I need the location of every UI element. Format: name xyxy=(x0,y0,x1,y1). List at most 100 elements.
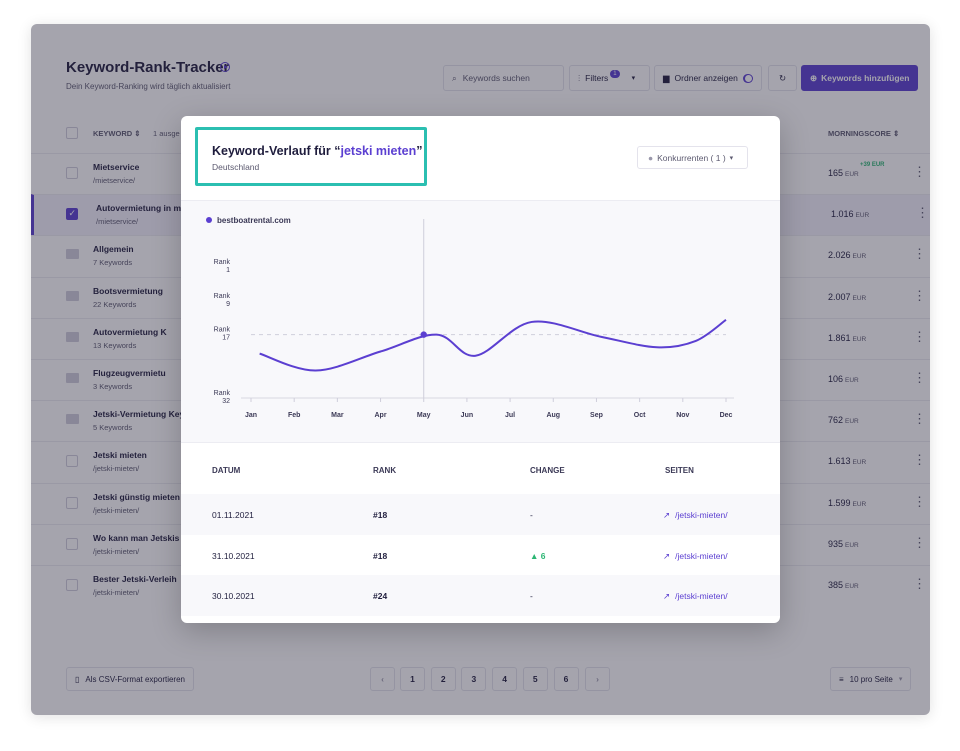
row-name[interactable]: Jetski günstig mieten xyxy=(93,491,180,502)
row-checkbox[interactable] xyxy=(66,167,78,179)
history-rank: #18 xyxy=(373,550,388,561)
series-line xyxy=(259,319,727,372)
page-button[interactable]: 1 xyxy=(400,667,425,691)
page-button[interactable]: 2 xyxy=(430,667,456,691)
pages-column-header: SEITEN xyxy=(665,466,694,475)
row-score-value: 1.016 xyxy=(831,209,854,220)
x-tick-label: Feb xyxy=(288,412,300,419)
toggle-switch[interactable] xyxy=(742,73,753,83)
chevron-down-icon: ▾ xyxy=(898,676,903,683)
row-name[interactable]: Jetski-Vermietung Key xyxy=(93,409,185,420)
export-csv-label: Als CSV-Format exportieren xyxy=(85,674,185,684)
page-button[interactable]: 6 xyxy=(553,667,579,691)
row-score: 106 EUR xyxy=(828,374,859,384)
page-button[interactable]: 5 xyxy=(522,667,548,691)
more-options-icon[interactable] xyxy=(913,164,926,180)
row-score-value: 762 xyxy=(828,415,844,426)
row-score: 165 EUR xyxy=(828,168,859,178)
row-subtext: /jetski-mieten/ xyxy=(93,588,140,597)
refresh-button[interactable]: ↻ xyxy=(768,65,797,91)
currency-label: EUR xyxy=(845,377,859,384)
page-button[interactable]: 3 xyxy=(461,667,487,691)
row-name[interactable]: Allgemein xyxy=(93,244,134,255)
rank-column-header: RANK xyxy=(373,466,397,475)
per-page-label: 10 pro Seite xyxy=(849,674,893,684)
filters-count-badge: 1 xyxy=(610,70,620,78)
more-options-icon[interactable] xyxy=(913,246,926,262)
more-options-icon[interactable] xyxy=(913,370,926,386)
folder-toggle[interactable]: ▆ Ordner anzeigen xyxy=(654,65,762,91)
select-all-checkbox[interactable] xyxy=(66,127,78,139)
prev-page-button[interactable]: ‹ xyxy=(370,667,395,691)
history-date: 01.11.2021 xyxy=(212,510,254,520)
history-rank: #24 xyxy=(373,591,388,601)
x-tick-label: Jun xyxy=(461,412,473,419)
row-checkbox[interactable] xyxy=(66,579,78,591)
external-link-icon: ↗ xyxy=(663,510,671,520)
currency-label: EUR xyxy=(852,335,867,343)
filters-button[interactable]: ⫶ Filters 1 ▾ xyxy=(569,65,650,91)
row-name[interactable]: Bester Jetski-Verleih xyxy=(93,574,177,584)
currency-label: EUR xyxy=(855,212,870,220)
history-row: 01.11.2021 #18 - ↗ /jetski-mieten/ xyxy=(181,494,780,535)
external-link-icon: ↗ xyxy=(663,550,671,561)
page-subtitle: Dein Keyword-Ranking wird täglich aktual… xyxy=(66,82,231,91)
row-checkbox[interactable] xyxy=(66,455,78,468)
row-name[interactable]: Jetski mieten xyxy=(93,450,147,461)
history-rank: #18 xyxy=(373,510,388,520)
history-page-path: /jetski-mieten/ xyxy=(675,550,728,561)
more-options-icon[interactable] xyxy=(913,329,926,345)
row-name[interactable]: Wo kann man Jetskis r xyxy=(93,532,185,543)
add-keywords-button[interactable]: ⊕ Keywords hinzufügen xyxy=(801,65,918,91)
row-name[interactable]: Autovermietung K xyxy=(93,326,167,337)
more-options-icon[interactable] xyxy=(916,205,929,221)
currency-label: EUR xyxy=(852,253,867,261)
filter-sliders-icon: ⫶ xyxy=(578,72,581,83)
more-options-icon[interactable] xyxy=(913,576,926,592)
competitors-dropdown[interactable]: ● Konkurrenten ( 1 ) ▾ xyxy=(637,146,748,169)
row-name[interactable]: Mietservice xyxy=(93,162,140,172)
search-placeholder: Keywords suchen xyxy=(462,73,530,83)
next-page-button[interactable]: › xyxy=(585,667,610,691)
row-checkbox[interactable] xyxy=(66,496,78,509)
rank-history-chart: bestboatrental.comRank1Rank9Rank17Rank32… xyxy=(206,216,734,419)
rank-chart-area: bestboatrental.com Rank 1 Rank 9 Rank 17 Rank 32… xyxy=(181,200,780,443)
more-options-icon[interactable] xyxy=(913,452,926,468)
row-name[interactable]: Autovermietung in mei xyxy=(96,203,189,214)
row-score-value: 2.026 xyxy=(828,250,851,261)
folder-icon xyxy=(66,331,79,342)
folder-icon: ▆ xyxy=(663,72,670,83)
row-score-value: 385 xyxy=(828,580,844,590)
list-icon: ≡ xyxy=(839,674,844,684)
row-name[interactable]: Flugzeugvermietu xyxy=(93,368,166,378)
row-score: 1.016 EUR xyxy=(831,209,869,219)
more-options-icon[interactable] xyxy=(913,494,926,510)
history-page-link[interactable]: ↗ /jetski-mieten/ xyxy=(663,591,728,602)
history-page-link[interactable]: ↗ /jetski-mieten/ xyxy=(663,551,728,562)
history-page-link[interactable]: ↗ /jetski-mieten/ xyxy=(663,510,728,521)
history-row: 30.10.2021 #24 - ↗ /jetski-mieten/ xyxy=(181,575,780,616)
page-button[interactable]: 4 xyxy=(492,667,518,691)
row-checkbox[interactable] xyxy=(66,208,78,221)
currency-label: EUR xyxy=(845,418,859,426)
keyword-search-input[interactable]: ⌕ Keywords suchen xyxy=(443,65,564,91)
folder-icon xyxy=(66,249,79,260)
row-score: 935 EUR xyxy=(828,539,859,549)
more-options-icon[interactable] xyxy=(913,535,926,551)
row-checkbox[interactable] xyxy=(66,537,78,550)
row-score-value: 2.007 xyxy=(828,291,851,302)
currency-label: EUR xyxy=(852,500,867,508)
more-options-icon[interactable] xyxy=(913,411,926,427)
morningscore-column-header[interactable]: MORNINGSCORE ⇕ xyxy=(828,129,900,138)
legend-label: bestboatrental.com xyxy=(217,216,291,225)
keyword-column-header[interactable]: KEYWORD ⇕ xyxy=(93,129,141,138)
x-tick-label: Nov xyxy=(676,412,689,419)
row-name[interactable]: Bootsvermietung xyxy=(93,285,163,296)
more-options-icon[interactable] xyxy=(913,288,926,304)
per-page-select[interactable]: ≡ 10 pro Seite ▾ xyxy=(830,667,912,691)
video-play-icon[interactable] xyxy=(220,62,230,72)
plus-circle-icon: ⊕ xyxy=(810,72,818,83)
row-subtext: /mietservice/ xyxy=(96,217,139,227)
export-csv-button[interactable]: ▯ Als CSV-Format exportieren xyxy=(66,667,194,691)
row-score: 2.026 EUR xyxy=(828,250,866,260)
